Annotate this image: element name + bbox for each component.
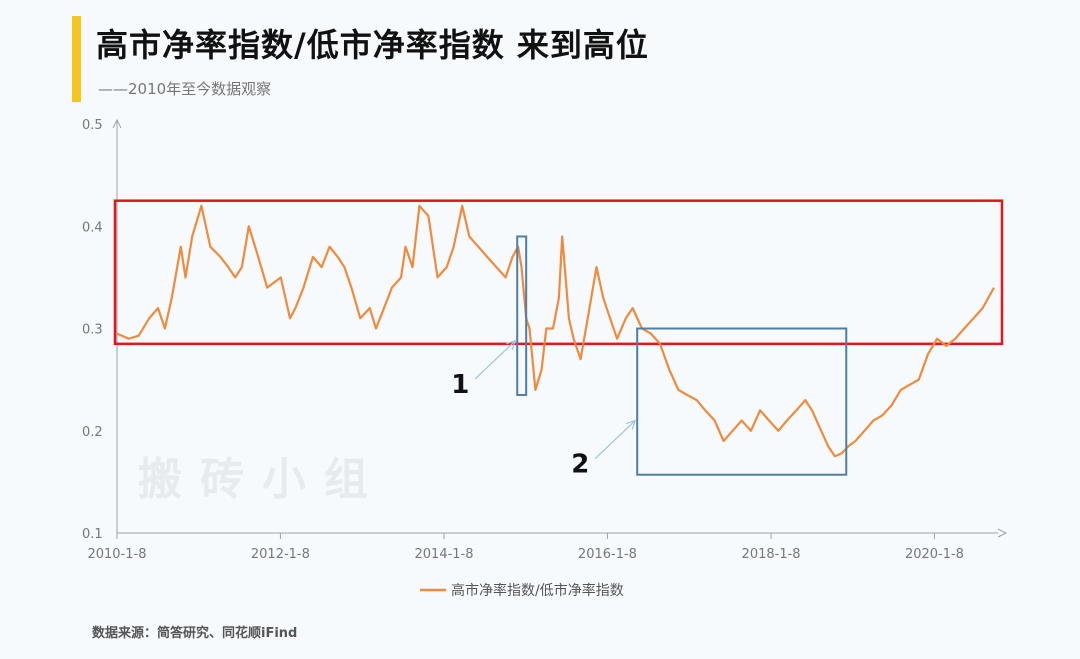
annotation-arrowhead-2 <box>626 419 637 430</box>
x-tick-label: 2020-1-8 <box>905 547 964 562</box>
y-tick-label: 0.4 <box>82 220 103 235</box>
legend-label: 高市净率指数/低市净率指数 <box>451 582 624 599</box>
highlight-band-rect <box>113 199 1004 346</box>
y-tick-label: 0.1 <box>82 527 103 542</box>
title-accent-bar <box>72 16 81 102</box>
x-tick-label: 2018-1-8 <box>742 547 801 562</box>
watermark: 搬砖小组 <box>138 454 386 505</box>
page-title: 高市净率指数/低市净率指数 来到高位 <box>96 26 649 64</box>
y-tick-label: 0.3 <box>82 323 103 338</box>
chart-tick-labels: 0.1 0.2 0.3 0.4 0.5 2010-1-8 2012-1-8 2014-1-8 2… <box>82 118 964 562</box>
annotation-box-2 <box>636 327 848 476</box>
annotation-arrowhead-1 <box>506 339 517 350</box>
series-line <box>116 204 995 458</box>
page-subtitle: ——2010年至今数据观察 <box>98 80 272 98</box>
y-tick-label: 0.2 <box>82 425 103 440</box>
annotation-boxes: 12 <box>451 235 848 480</box>
annotation-arrow-2 <box>594 420 636 459</box>
x-tick-label: 2012-1-8 <box>251 547 310 562</box>
chart-series <box>116 204 995 458</box>
x-tick-label: 2014-1-8 <box>415 547 474 562</box>
chart-axes <box>112 118 1008 539</box>
annotation-label-1: 1 <box>451 370 469 400</box>
chart-legend: 高市净率指数/低市净率指数 <box>420 582 624 599</box>
y-tick-label: 0.5 <box>82 118 103 133</box>
y-axis-arrow <box>112 118 122 129</box>
annotation-box-1 <box>516 235 528 396</box>
annotation-arrow-1 <box>474 340 516 380</box>
x-axis-arrow <box>997 528 1008 538</box>
annotation-label-2: 2 <box>571 450 589 480</box>
data-source-note: 数据来源：简答研究、同花顺iFind <box>92 626 298 641</box>
x-tick-label: 2016-1-8 <box>578 547 637 562</box>
x-tick-label: 2010-1-8 <box>87 547 146 562</box>
highlight-band <box>113 199 1004 346</box>
